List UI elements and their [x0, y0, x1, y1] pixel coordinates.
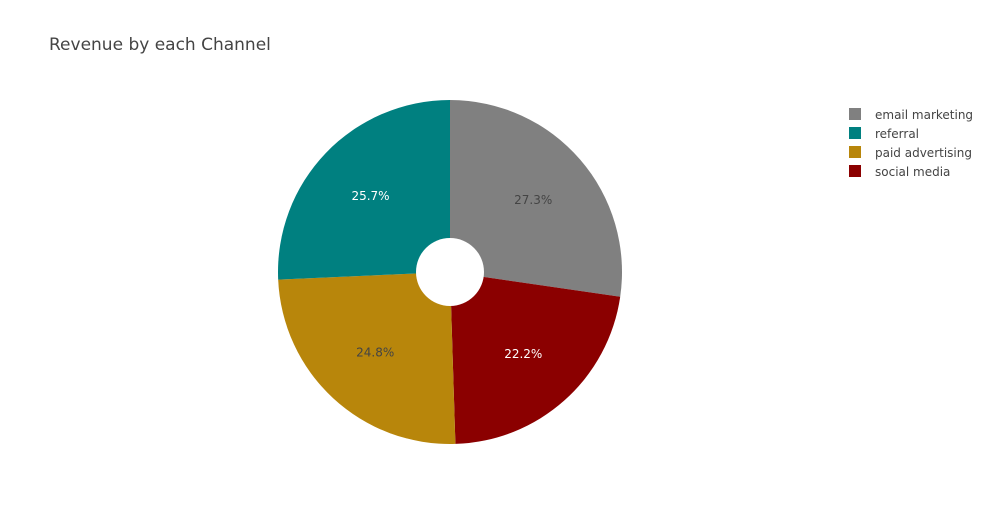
legend-item-paid-advertising[interactable]: paid advertising	[849, 146, 972, 160]
pie-slice-labels: 27.3% 22.2% 24.8% 25.7%	[351, 189, 552, 361]
slice-label-social-media: 22.2%	[504, 347, 542, 361]
slice-label-paid-advertising: 24.8%	[356, 346, 394, 360]
legend-swatch	[849, 165, 861, 177]
legend-swatch	[849, 127, 861, 139]
chart-title: Revenue by each Channel	[49, 35, 271, 55]
legend-item-email-marketing[interactable]: email marketing	[849, 108, 973, 122]
slice-label-email-marketing: 27.3%	[514, 193, 552, 207]
legend-label: paid advertising	[875, 146, 972, 160]
legend-swatch	[849, 146, 861, 158]
pie-slice-referral[interactable]	[278, 100, 450, 280]
slice-label-referral: 25.7%	[351, 189, 389, 203]
pie-slice-paid-advertising[interactable]	[278, 272, 456, 445]
pie-slice-social-media[interactable]	[450, 272, 621, 444]
legend-swatch	[849, 108, 861, 120]
legend-label: social media	[875, 165, 950, 179]
legend-item-referral[interactable]: referral	[849, 127, 919, 141]
legend-label: email marketing	[875, 108, 973, 122]
pie-hole	[416, 238, 484, 306]
pie-slice-email-marketing[interactable]	[450, 100, 622, 297]
legend-label: referral	[875, 127, 919, 141]
legend-item-social-media[interactable]: social media	[849, 165, 950, 179]
pie-slices	[278, 100, 622, 445]
legend: email marketing referral paid advertising s…	[849, 108, 973, 179]
